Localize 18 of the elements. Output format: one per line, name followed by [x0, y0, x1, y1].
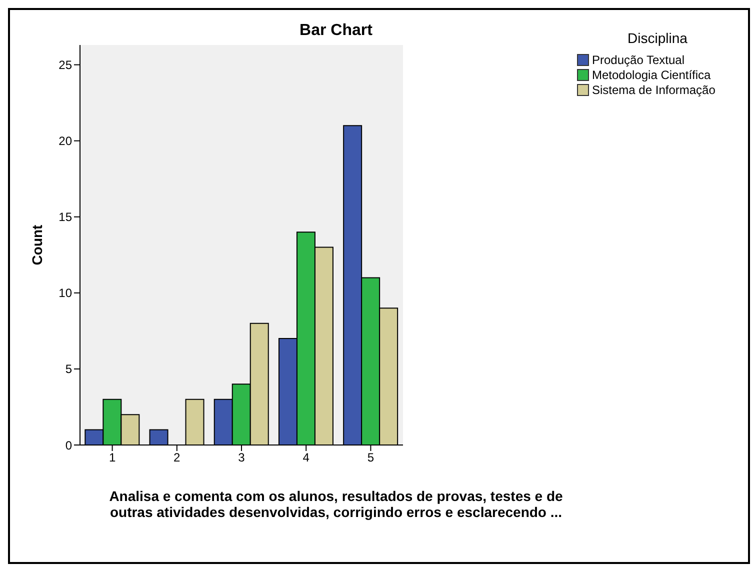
x-tick-label: 1: [108, 450, 116, 465]
y-tick-label: 10: [58, 286, 72, 300]
y-tick-label: 0: [65, 438, 72, 452]
y-tick-label: 25: [58, 58, 72, 72]
x-tick-label: 3: [238, 450, 246, 465]
legend-label: Produção Textual: [592, 52, 685, 66]
y-tick-label: 5: [65, 362, 72, 376]
y-axis-title: Count: [28, 224, 45, 266]
x-axis-title: Analisa e comenta com os alunos, resultados de provas, testes e de outras atividades desenvolvidas, corrigindo erros e esclarecendo ...: [108, 488, 564, 520]
x-tick-label: 4: [302, 450, 310, 465]
legend-label: Sistema de Informação: [592, 82, 716, 96]
y-tick-label: 20: [58, 134, 72, 148]
legend-title: Disciplina: [626, 30, 688, 46]
x-tick-label: 5: [367, 450, 374, 465]
x-tick-label: 2: [174, 450, 181, 465]
y-tick-label: 15: [58, 210, 72, 224]
chart-title: Bar Chart: [298, 22, 374, 40]
legend-label: Metodologia Científica: [592, 68, 711, 82]
